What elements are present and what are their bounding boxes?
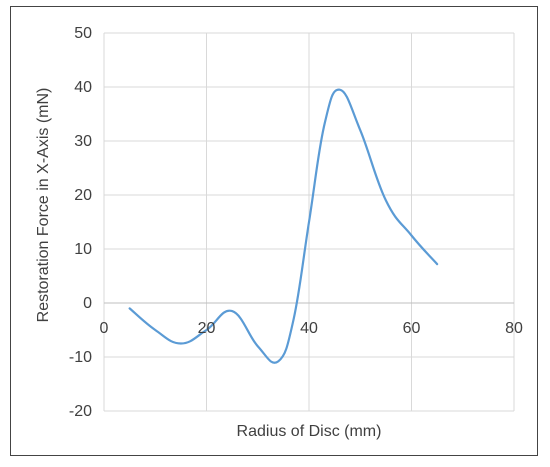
x-axis-title: Radius of Disc (mm): [237, 423, 382, 440]
y-tick-label: 20: [74, 187, 92, 204]
x-tick-label: 20: [198, 320, 216, 337]
y-tick-label: 30: [74, 133, 92, 150]
y-tick-label: 50: [74, 25, 92, 42]
gridlines: [103, 32, 515, 412]
x-tick-label: 60: [403, 320, 421, 337]
series-line: [128, 88, 439, 364]
x-tick-label: 0: [100, 320, 109, 337]
y-tick-labels: -20 -10 0 10 20 30 40 50: [69, 25, 92, 420]
y-tick-label: -10: [69, 349, 92, 366]
y-axis-title: Restoration Force in X-Axis (mN): [35, 88, 52, 323]
x-tick-labels: 0 20 40 60 80: [100, 320, 523, 337]
y-tick-label: 0: [83, 295, 92, 312]
x-tick-label: 40: [300, 320, 318, 337]
series-layer: [128, 88, 439, 364]
y-tick-label: -20: [69, 403, 92, 420]
y-tick-label: 40: [74, 79, 92, 96]
x-tick-label: 80: [505, 320, 523, 337]
chart-frame: -20 -10 0 10 20 30 40 50 0 20 40 60 80 Radius of Di…: [10, 6, 538, 456]
y-tick-label: 10: [74, 241, 92, 258]
line-chart: -20 -10 0 10 20 30 40 50 0 20 40 60 80 Radius of Di…: [35, 25, 523, 440]
